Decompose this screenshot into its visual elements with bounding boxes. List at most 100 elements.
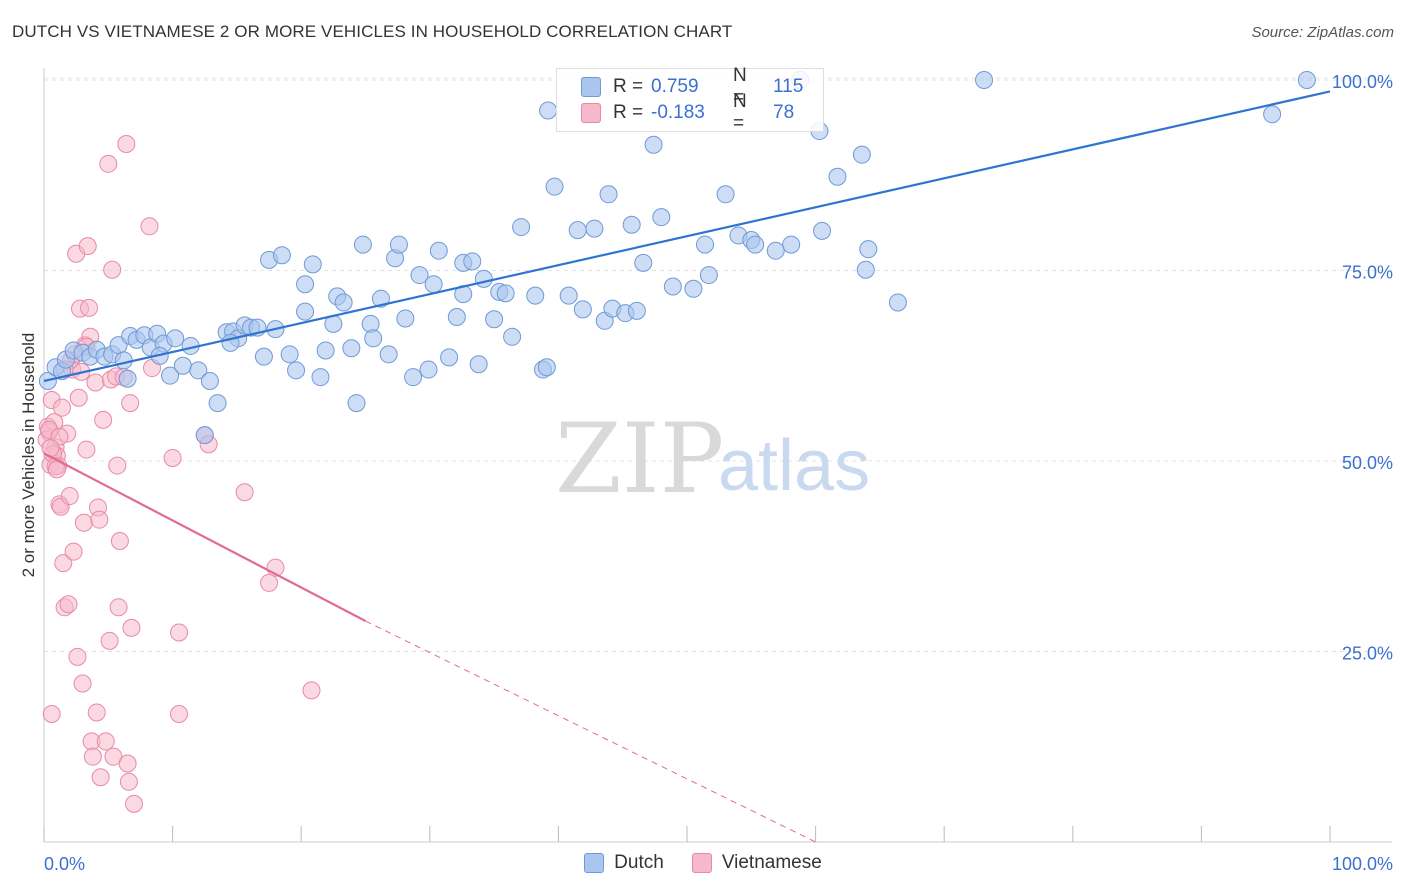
data-point-dutch bbox=[1263, 105, 1282, 124]
legend-item-vietnamese[interactable]: Vietnamese bbox=[691, 852, 822, 874]
data-point-vietnamese bbox=[64, 542, 83, 561]
grid-lines bbox=[44, 77, 1392, 652]
data-point-dutch bbox=[296, 275, 315, 294]
legend-swatch-vietnamese bbox=[691, 853, 712, 873]
data-point-dutch bbox=[975, 71, 994, 89]
data-point-vietnamese bbox=[170, 623, 189, 642]
y-axis-title: 2 or more Vehicles in Household bbox=[19, 333, 38, 578]
legend-swatch-dutch bbox=[581, 77, 601, 97]
data-point-dutch bbox=[696, 235, 715, 254]
data-point-dutch bbox=[568, 221, 587, 240]
data-point-vietnamese bbox=[73, 674, 92, 693]
data-point-dutch bbox=[859, 240, 878, 259]
legend-dutch-r: 0.759 bbox=[651, 76, 699, 97]
data-point-dutch bbox=[852, 145, 871, 164]
legend-n-label: N = bbox=[733, 65, 747, 108]
data-point-vietnamese bbox=[69, 388, 88, 407]
legend-n-label: N = bbox=[733, 91, 747, 134]
data-point-vietnamese bbox=[42, 704, 61, 723]
data-point-dutch bbox=[539, 101, 558, 120]
data-point-vietnamese bbox=[99, 154, 118, 173]
data-point-vietnamese bbox=[119, 772, 138, 791]
data-point-dutch bbox=[828, 167, 847, 186]
data-point-vietnamese bbox=[125, 794, 144, 813]
data-point-dutch bbox=[371, 289, 390, 308]
data-point-dutch bbox=[208, 394, 227, 413]
data-point-vietnamese bbox=[117, 135, 136, 154]
data-point-vietnamese bbox=[91, 768, 110, 787]
legend-dutch-n: 115 bbox=[773, 76, 804, 97]
data-point-vietnamese bbox=[118, 754, 137, 773]
data-point-dutch bbox=[287, 361, 306, 380]
data-point-dutch bbox=[316, 341, 335, 360]
legend-item-dutch[interactable]: Dutch bbox=[584, 852, 664, 874]
vietnamese-points bbox=[37, 135, 321, 813]
data-point-dutch bbox=[644, 135, 663, 154]
axis-labels: 25.0% 50.0% 75.0% 100.0% 0.0% 100.0% 2 or more… bbox=[19, 72, 1393, 874]
data-point-dutch bbox=[485, 310, 504, 329]
data-point-dutch bbox=[334, 293, 353, 312]
data-point-vietnamese bbox=[59, 595, 78, 614]
data-point-vietnamese bbox=[68, 647, 87, 666]
data-point-dutch bbox=[200, 371, 219, 390]
data-point-vietnamese bbox=[86, 373, 105, 392]
data-point-dutch bbox=[559, 286, 578, 305]
data-point-dutch bbox=[813, 221, 832, 240]
data-point-dutch bbox=[379, 345, 398, 364]
data-point-dutch bbox=[599, 185, 618, 204]
data-point-vietnamese bbox=[103, 260, 122, 279]
data-point-vietnamese bbox=[260, 573, 279, 592]
data-point-dutch bbox=[1297, 71, 1316, 89]
data-point-vietnamese bbox=[163, 448, 182, 467]
data-point-dutch bbox=[419, 360, 438, 379]
legend-row-dutch: R = 0.759 N = 115 bbox=[557, 65, 804, 108]
data-point-vietnamese bbox=[121, 394, 140, 413]
data-point-vietnamese bbox=[122, 618, 141, 637]
data-point-dutch bbox=[469, 355, 488, 374]
data-point-dutch bbox=[512, 218, 531, 237]
source-label: Source: ZipAtlas.com bbox=[1251, 24, 1394, 41]
data-point-dutch bbox=[684, 279, 703, 298]
data-point-dutch bbox=[716, 185, 735, 204]
data-point-vietnamese bbox=[140, 217, 159, 236]
data-point-dutch bbox=[447, 307, 466, 326]
data-point-vietnamese bbox=[235, 483, 254, 502]
data-point-dutch bbox=[622, 215, 641, 234]
bottom-legend: Dutch Vietnamese bbox=[0, 852, 1406, 874]
data-point-vietnamese bbox=[110, 532, 129, 551]
data-point-dutch bbox=[627, 301, 646, 320]
data-point-vietnamese bbox=[74, 513, 93, 532]
data-point-vietnamese bbox=[109, 598, 128, 617]
chart-title: DUTCH VS VIETNAMESE 2 OR MORE VEHICLES I… bbox=[12, 22, 733, 41]
trend-line-dutch bbox=[43, 90, 1331, 383]
data-point-dutch bbox=[311, 368, 330, 387]
data-point-vietnamese bbox=[54, 554, 73, 573]
legend-vietnamese-n: 78 bbox=[773, 102, 795, 123]
data-point-dutch bbox=[195, 426, 214, 445]
data-point-vietnamese bbox=[87, 703, 106, 722]
data-point-dutch bbox=[537, 358, 556, 377]
data-point-vietnamese bbox=[302, 681, 321, 700]
x-tick-label: 0.0% bbox=[44, 854, 85, 874]
data-point-dutch bbox=[189, 361, 208, 380]
data-point-dutch bbox=[280, 345, 299, 364]
legend-label-dutch: Dutch bbox=[614, 852, 664, 873]
data-point-dutch bbox=[429, 241, 448, 260]
data-point-vietnamese bbox=[60, 487, 79, 506]
watermark: ZIP atlas bbox=[555, 403, 870, 515]
data-point-dutch bbox=[173, 356, 192, 375]
data-point-dutch bbox=[364, 329, 383, 348]
data-point-dutch bbox=[396, 309, 415, 328]
data-point-dutch bbox=[389, 235, 408, 254]
data-point-vietnamese bbox=[94, 410, 113, 429]
data-point-dutch bbox=[410, 266, 429, 285]
data-point-dutch bbox=[440, 348, 459, 367]
legend-r-label: R = bbox=[613, 76, 644, 97]
data-point-dutch bbox=[663, 277, 682, 296]
data-point-vietnamese bbox=[170, 704, 189, 723]
data-point-dutch bbox=[856, 260, 875, 279]
y-tick-label: 25.0% bbox=[1342, 644, 1393, 664]
watermark-zip: ZIP bbox=[555, 403, 724, 515]
data-point-vietnamese bbox=[108, 456, 127, 475]
data-point-dutch bbox=[585, 219, 604, 238]
